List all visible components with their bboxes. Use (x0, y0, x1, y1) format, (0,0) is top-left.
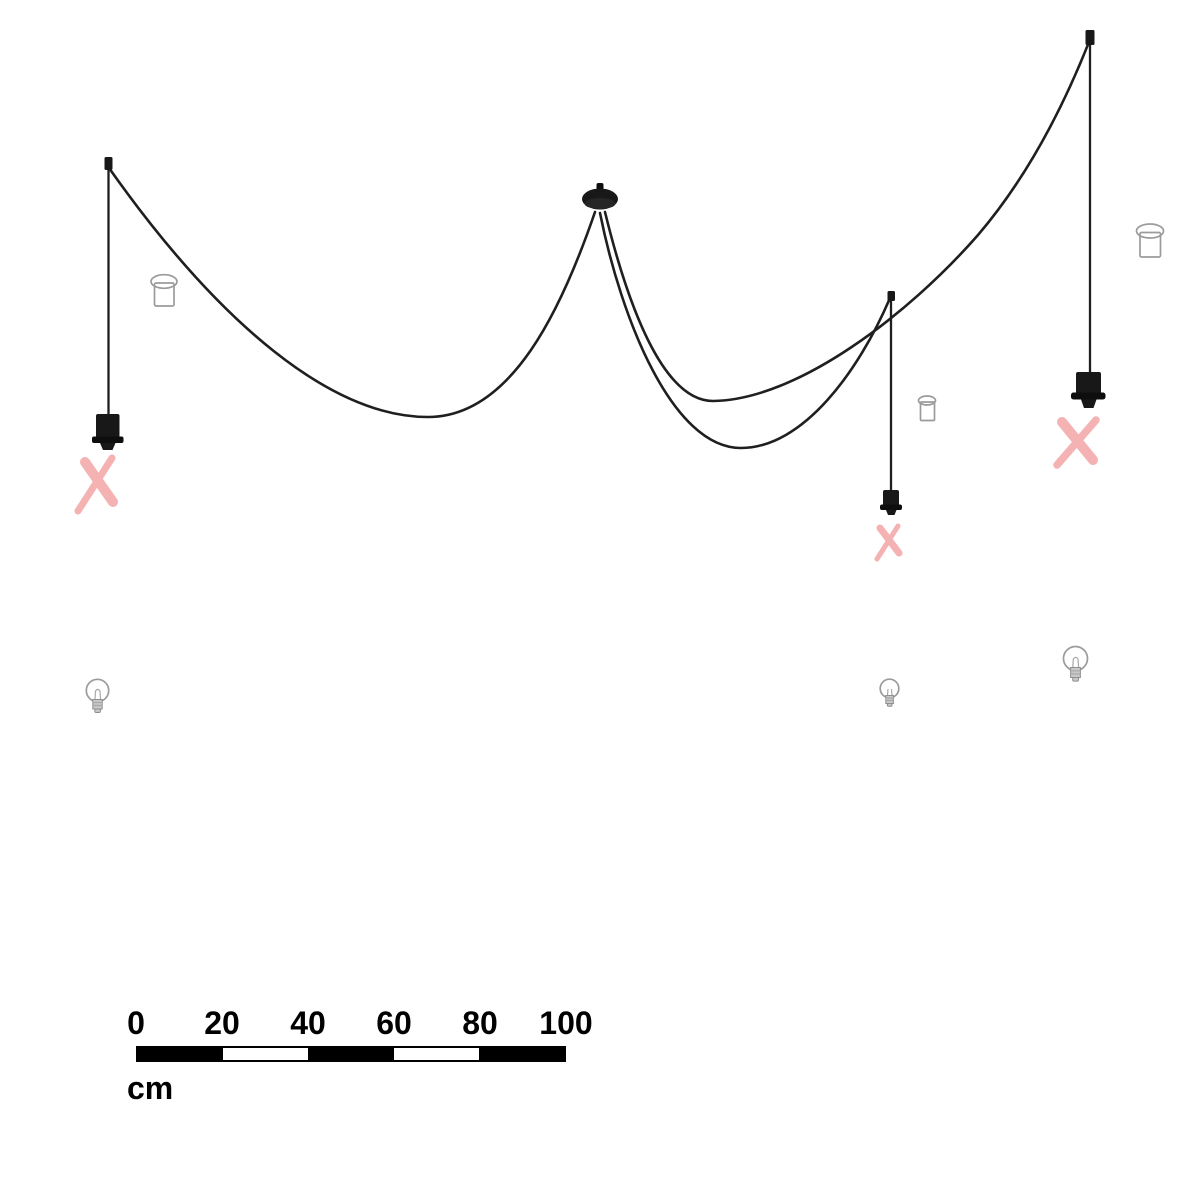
lamp-holder-icon-center-right (917, 395, 937, 422)
scale-unit-label: cm (127, 1070, 174, 1106)
lamp-holder-far-right (1071, 372, 1106, 408)
scale-bar-segment (308, 1048, 394, 1060)
cable-anchor-far-right (1085, 30, 1095, 45)
cable-drape-center-right (598, 211, 892, 450)
cable-anchor-center-right (887, 291, 895, 301)
cable-drape-far-right (603, 40, 1091, 403)
scale-bar-track (136, 1046, 566, 1062)
scale-bar-segment (138, 1048, 224, 1060)
x-mark-icon-left (74, 454, 118, 515)
scale-tick-label-80: 80 (462, 1005, 498, 1041)
light-bulb-icon-left (85, 678, 110, 713)
ceiling-canopy (582, 183, 618, 210)
lamp-holder-icon-far-right (1135, 223, 1165, 258)
lamp-holder-center-right (880, 490, 902, 515)
scale-tick-label-20: 20 (204, 1005, 240, 1041)
scale-tick-label-0: 0 (127, 1005, 145, 1041)
cable-drape-left (107, 166, 597, 419)
lamp-holder-left (92, 414, 124, 450)
lamp-holder-icon-left (150, 273, 178, 307)
scale-tick-label-100: 100 (539, 1005, 593, 1041)
scale-tick-label-40: 40 (290, 1005, 326, 1041)
cable-anchor-left (104, 157, 113, 170)
light-bulb-icon-far-right (1062, 645, 1089, 682)
scale-bar-segment (393, 1048, 479, 1060)
scale-tick-label-60: 60 (376, 1005, 412, 1041)
x-mark-icon-far-right (1053, 416, 1100, 469)
x-mark-icon-center-right (874, 523, 903, 562)
scale-bar-segment (478, 1048, 565, 1060)
scale-bar-segment (223, 1048, 309, 1060)
light-bulb-icon-center-right (879, 678, 900, 707)
